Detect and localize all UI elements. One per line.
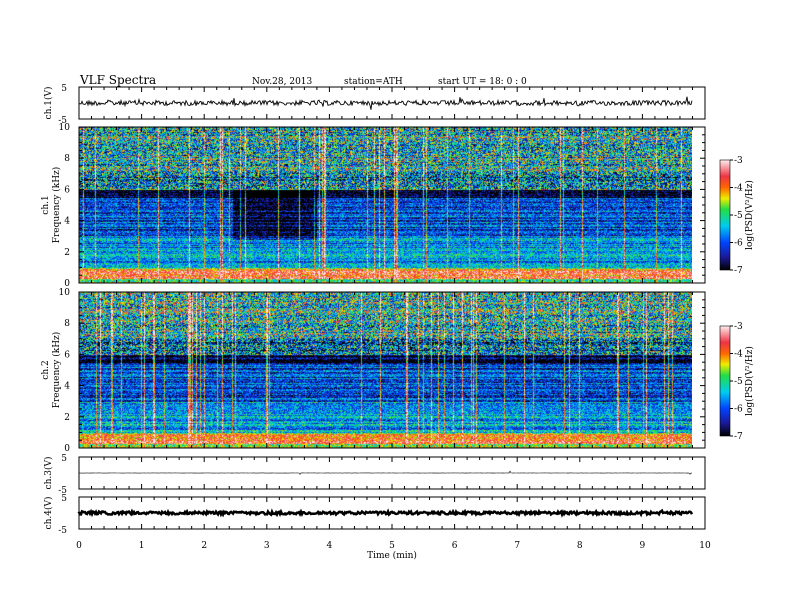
start-time-label: start UT = 18: 0 : 0: [438, 77, 527, 87]
spectrogram-image: [79, 127, 692, 283]
ch2-colorbar: -3 -4 -5 -6 -7 log(PSD(V²/Hz): [719, 322, 755, 442]
station-label: station=ATH: [344, 77, 403, 87]
spectrogram-image: [79, 292, 692, 448]
y-tick-label: -5: [58, 116, 67, 126]
y-axis-label: Frequency (kHz): [51, 332, 62, 409]
colorbar-tick-label: -7: [734, 432, 743, 442]
signal-trace: [77, 508, 694, 518]
y-tick-label: 0: [64, 279, 70, 289]
colorbar-label: log(PSD(V²/Hz): [744, 180, 755, 250]
x-tick-label: 0: [76, 541, 82, 551]
y-tick-label: 6: [64, 185, 70, 195]
y-tick-label: 10: [59, 123, 71, 133]
y-tick-label: 8: [64, 319, 70, 329]
colorbar-tick-label: -5: [734, 377, 743, 387]
colorbar-tick-label: -4: [734, 350, 743, 360]
y-axis-label: Frequency (kHz): [51, 167, 62, 244]
channel-label: ch.1: [41, 195, 51, 214]
signal-trace: [78, 470, 692, 475]
y-tick-label: 6: [64, 350, 70, 360]
colorbar-tick-label: -7: [734, 266, 743, 276]
date-label: Nov.28, 2013: [252, 77, 313, 87]
y-tick-label: 2: [64, 413, 70, 423]
colorbar-tick-label: -6: [734, 239, 743, 249]
x-axis-label: Time (min): [367, 550, 417, 561]
colorbar-scale: [719, 325, 731, 437]
y-tick-label: 5: [61, 84, 67, 94]
colorbar-tick-label: -6: [734, 405, 743, 415]
colorbar-tick-label: -5: [734, 211, 743, 221]
x-tick-label: 4: [327, 541, 333, 551]
y-tick-label: -5: [58, 486, 67, 496]
figure-title: VLF Spectra: [79, 73, 156, 87]
colorbar-tick-label: -3: [734, 156, 743, 166]
colorbar-label: log(PSD(V²/Hz): [744, 346, 755, 416]
ch1-waveform-panel: 5 -5 ch.1(V): [43, 84, 706, 126]
y-tick-label: 5: [61, 494, 67, 504]
y-axis-label: ch.4(V): [43, 497, 54, 530]
x-tick-label: 9: [640, 541, 646, 551]
colorbar-scale: [719, 159, 731, 271]
x-tick-label: 6: [452, 541, 458, 551]
channel-label: ch.2: [41, 360, 51, 379]
colorbar-tick-label: -3: [734, 322, 743, 332]
y-tick-label: 10: [59, 288, 71, 298]
x-tick-label: 5: [389, 541, 395, 551]
x-tick-label: 3: [264, 541, 270, 551]
colorbar-tick-label: -4: [734, 184, 743, 194]
y-tick-label: 4: [64, 382, 70, 392]
y-axis-label: ch.1(V): [43, 87, 54, 120]
x-tick-label: 8: [577, 541, 583, 551]
ch2-spectrogram-panel: 0 2 4 6 8 10 ch.2 Frequency (kHz): [41, 288, 706, 454]
y-tick-label: 4: [64, 217, 70, 227]
ch3-waveform-panel: 5 -5 ch.3(V): [43, 454, 706, 496]
ch1-colorbar: -3 -4 -5 -6 -7 log(PSD(V²/Hz): [719, 156, 755, 276]
y-tick-label: 8: [64, 154, 70, 164]
y-tick-label: 0: [64, 444, 70, 454]
ch1-spectrogram-panel: 0 2 4 6 8 10 ch.1 Frequency (kHz): [41, 123, 706, 289]
y-tick-label: 2: [64, 248, 70, 258]
ch4-waveform-panel: 5 -5 ch.4(V): [43, 494, 706, 536]
x-tick-label: 7: [514, 541, 520, 551]
x-tick-label: 1: [139, 541, 145, 551]
x-tick-label: 2: [201, 541, 207, 551]
y-tick-label: -5: [58, 526, 67, 536]
y-axis-label: ch.3(V): [43, 457, 54, 490]
signal-trace: [78, 96, 693, 110]
x-tick-label: 10: [699, 541, 711, 551]
time-axis: 0 1 2 3 4 5 6 7 8 9 10: [76, 541, 711, 551]
y-tick-label: 5: [61, 454, 67, 464]
